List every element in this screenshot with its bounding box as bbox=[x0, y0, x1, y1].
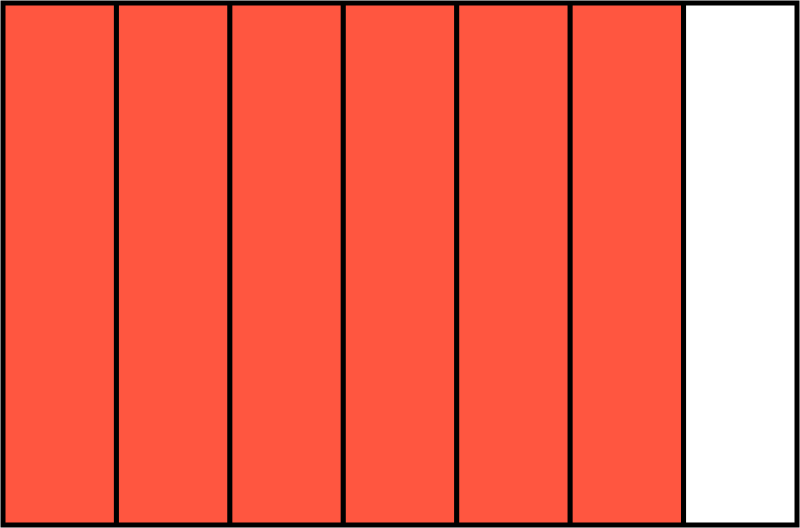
shaded-part bbox=[0, 0, 119, 528]
empty-part bbox=[681, 0, 800, 528]
shaded-part bbox=[227, 0, 346, 528]
shaded-part bbox=[340, 0, 460, 528]
shaded-part bbox=[454, 0, 573, 528]
shaded-part bbox=[113, 0, 233, 528]
shaded-part bbox=[567, 0, 687, 528]
